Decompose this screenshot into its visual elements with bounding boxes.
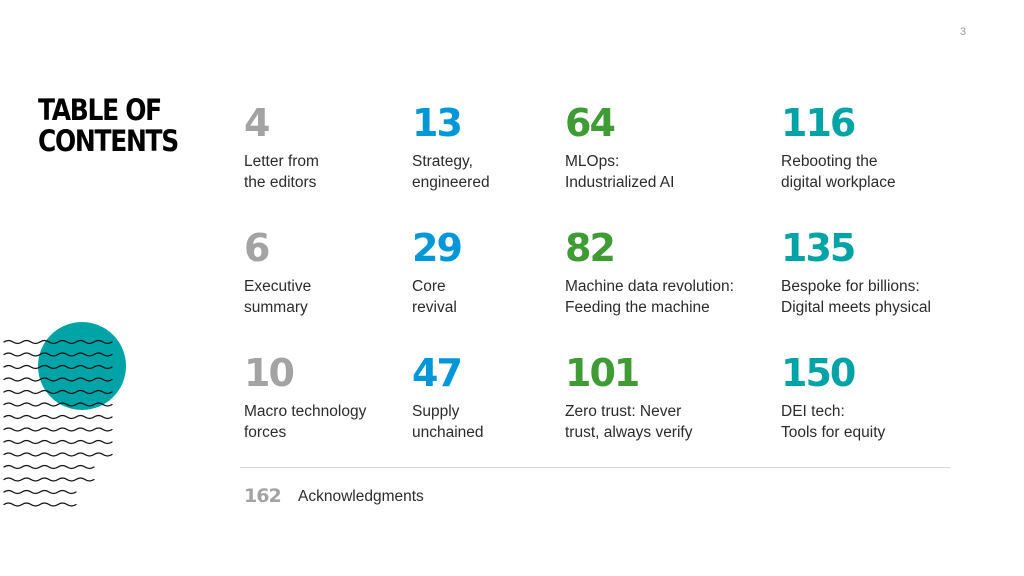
entry-label: Machine data revolution: Feeding the mach… [565,278,734,316]
entry-page-number: 150 [781,351,856,395]
wave-line [3,464,95,470]
entry-page-number: 29 [412,226,463,270]
page-title-line-1: TABLE OF [38,93,162,127]
toc-entry-letter-from-editors[interactable]: 4 Letter from the editors [244,101,319,193]
wave-line [3,414,113,420]
entry-label: Strategy, engineered [412,153,490,191]
toc-entry-machine-data[interactable]: 82 Machine data revolution: Feeding the m… [565,226,734,318]
toc-entry-dei-tech[interactable]: 150 DEI tech: Tools for equity [781,351,885,443]
toc-entry-mlops[interactable]: 64 MLOps: Industrialized AI [565,101,674,193]
toc-entry-strategy-engineered[interactable]: 13 Strategy, engineered [412,101,490,193]
entry-label: Executive summary [244,278,312,316]
entry-label: DEI tech: Tools for equity [781,403,886,441]
entry-label: MLOps: Industrialized AI [565,153,675,191]
toc-entry-rebooting-workplace[interactable]: 116 Rebooting the digital workplace [781,101,896,193]
toc-entry-executive-summary[interactable]: 6 Executive summary [244,226,311,318]
entry-page-number: 47 [412,351,463,395]
toc-entry-supply-unchained[interactable]: 47 Supply unchained [412,351,484,443]
entry-page-number: 10 [244,351,295,395]
page-number: 3 [959,26,966,38]
entry-label: Zero trust: Never trust, always verify [565,403,693,441]
entry-label: Letter from the editors [244,153,319,191]
wave-line [3,389,113,395]
entry-page-number: 116 [781,101,856,145]
wave-line [3,377,113,382]
wave-line [3,489,77,495]
entry-page-number: 82 [565,226,616,270]
wave-line [3,502,77,507]
entry-label: Bespoke for billions: Digital meets physi… [781,278,931,316]
entry-page-number: 101 [565,351,640,395]
divider [240,467,950,468]
wave-line [3,352,113,357]
wave-line [3,439,113,445]
page-title-line-2: CONTENTS [38,124,179,158]
toc-entry-macro-forces[interactable]: 10 Macro technology forces [244,351,366,443]
entry-label: Macro technology forces [244,403,367,441]
wave-line [3,402,113,407]
toc-entry-bespoke-billions[interactable]: 135 Bespoke for billions: Digital meets p… [781,226,931,318]
entry-label: Core revival [412,278,457,316]
entry-page-number: 64 [565,101,616,145]
page-title: TABLE OF CONTENTS [38,93,179,158]
wave-line [3,477,95,482]
acknowledgments-label[interactable]: Acknowledgments [298,488,424,505]
acknowledgments-page-number[interactable]: 162 [244,485,282,507]
entry-page-number: 135 [781,226,856,270]
entry-label: Rebooting the digital workplace [781,153,896,191]
entry-page-number: 4 [244,101,270,145]
toc-entry-core-revival[interactable]: 29 Core revival [412,226,463,318]
entry-label: Supply unchained [412,403,484,441]
toc-entry-zero-trust[interactable]: 101 Zero trust: Never trust, always verif… [565,351,692,443]
wave-line [3,339,113,345]
decorative-waves-and-circle [3,322,126,507]
wave-line [3,452,113,457]
entry-page-number: 13 [412,101,463,145]
wave-line [3,427,113,432]
wave-line [3,364,113,370]
entry-page-number: 6 [244,226,270,270]
